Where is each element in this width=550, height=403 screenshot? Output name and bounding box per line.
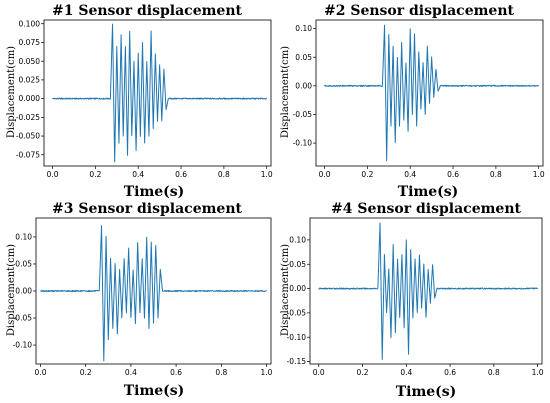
- chart-panel-2: #2 Sensor displacement Time(s) Displacemen…: [280, 3, 545, 200]
- x-tick-label: 0.4: [400, 368, 412, 377]
- x-tick-label: 1.0: [533, 170, 545, 179]
- x-tick-label: 0.2: [89, 170, 101, 179]
- x-tick-label: 0.4: [404, 170, 416, 179]
- x-tick-label: 0.0: [313, 368, 325, 377]
- y-tick-label: -0.075: [16, 150, 40, 159]
- y-axis-label: Displacement(cm): [280, 244, 291, 336]
- y-tick-label: -0.050: [16, 132, 40, 141]
- y-tick-label: -0.05: [287, 309, 307, 318]
- x-tick-label: 0.2: [80, 368, 92, 377]
- x-tick-label: 0.0: [319, 170, 331, 179]
- plot-frame: [309, 217, 543, 365]
- x-tick-label: 0.2: [357, 368, 369, 377]
- y-tick-label: -0.10: [293, 139, 313, 148]
- x-tick-label: 0.4: [132, 170, 144, 179]
- x-axis-label: Time(s): [124, 184, 185, 200]
- plot-frame: [315, 19, 544, 167]
- y-axis-label: Displacement(cm): [280, 46, 291, 138]
- chart-title: #1 Sensor displacement: [52, 3, 243, 19]
- x-tick-label: 0.6: [444, 368, 456, 377]
- chart-panel-4: #4 Sensor displacement Time(s) Displacemen…: [280, 201, 544, 400]
- y-tick-label: 0.10: [15, 233, 32, 242]
- x-tick-label: 1.0: [261, 170, 273, 179]
- chart-panel-1: #1 Sensor displacement Time(s) Displacemen…: [6, 3, 273, 200]
- y-axis-label: Displacement(cm): [6, 244, 17, 336]
- series-line: [40, 225, 267, 362]
- y-tick-label: -0.10: [13, 341, 33, 350]
- x-tick-label: 0.8: [218, 170, 230, 179]
- x-tick-label: 0.0: [35, 368, 47, 377]
- y-tick-label: -0.10: [287, 333, 307, 342]
- y-tick-label: -0.05: [13, 314, 33, 323]
- y-tick-label: 0.025: [19, 75, 41, 84]
- y-tick-label: 0.10: [289, 236, 306, 245]
- y-tick-label: -0.05: [293, 110, 313, 119]
- x-axis-label: Time(s): [396, 384, 457, 400]
- y-tick-label: 0.05: [289, 260, 306, 269]
- x-tick-label: 0.6: [447, 170, 459, 179]
- y-tick-label: 0.00: [289, 284, 306, 293]
- y-tick-label: 0.05: [15, 260, 32, 269]
- series-line: [52, 23, 267, 163]
- y-tick-label: 0.100: [19, 19, 41, 28]
- y-tick-label: 0.00: [15, 287, 32, 296]
- y-tick-label: 0.10: [295, 24, 312, 33]
- y-axis-label: Displacement(cm): [6, 46, 17, 138]
- y-tick-label: 0.00: [295, 81, 312, 90]
- chart-title: #3 Sensor displacement: [52, 201, 243, 217]
- x-tick-label: 0.6: [175, 170, 187, 179]
- plot-frame: [43, 19, 272, 167]
- chart-title: #4 Sensor displacement: [331, 201, 522, 217]
- x-tick-label: 1.0: [261, 368, 273, 377]
- x-tick-label: 0.8: [488, 368, 500, 377]
- x-tick-label: 0.8: [215, 368, 227, 377]
- x-tick-label: 0.2: [361, 170, 373, 179]
- x-axis-label: Time(s): [398, 184, 459, 200]
- y-tick-label: 0.075: [19, 38, 41, 47]
- y-tick-label: 0.05: [295, 53, 312, 62]
- x-tick-label: 1.0: [532, 368, 544, 377]
- x-tick-label: 0.4: [125, 368, 137, 377]
- chart-title: #2 Sensor displacement: [324, 3, 515, 19]
- y-tick-label: -0.025: [16, 113, 40, 122]
- y-tick-label: -0.15: [287, 357, 307, 366]
- chart-panel-3: #3 Sensor displacement Time(s) Displacemen…: [6, 201, 273, 399]
- x-axis-label: Time(s): [124, 383, 185, 399]
- series-line: [318, 222, 539, 360]
- x-tick-label: 0.6: [170, 368, 182, 377]
- y-tick-label: 0.050: [19, 57, 41, 66]
- x-tick-label: 0.0: [47, 170, 59, 179]
- y-tick-label: 0.000: [19, 94, 41, 103]
- series-line: [324, 24, 540, 162]
- x-tick-label: 0.8: [490, 170, 502, 179]
